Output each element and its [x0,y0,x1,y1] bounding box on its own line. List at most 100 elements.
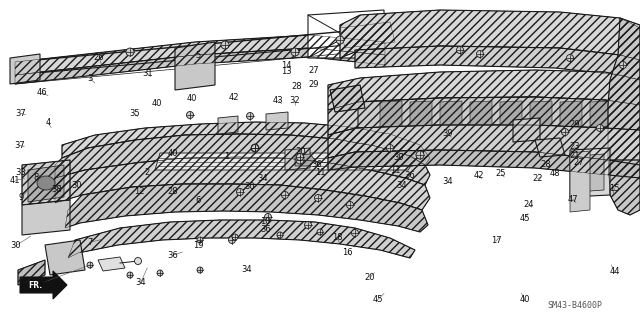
Text: 26: 26 [94,53,104,62]
Circle shape [282,191,289,198]
Polygon shape [15,48,385,84]
Polygon shape [98,257,125,271]
Text: 1: 1 [225,152,230,161]
Text: 11: 11 [315,168,325,177]
Circle shape [237,189,243,196]
Polygon shape [470,101,492,127]
Circle shape [317,229,323,235]
Text: 29: 29 [308,80,319,89]
Text: 28: 28 [540,160,550,169]
Polygon shape [576,154,604,192]
Text: 33: 33 [15,168,26,177]
Circle shape [186,112,193,118]
Circle shape [596,124,604,131]
Circle shape [456,47,463,54]
Text: 36: 36 [168,251,178,260]
Text: 45: 45 [520,214,530,223]
Text: 40: 40 [152,99,162,108]
Text: 45: 45 [372,295,383,304]
Text: 13: 13 [281,67,291,76]
Text: 36: 36 [38,278,49,287]
Circle shape [620,62,627,69]
Text: 47: 47 [568,195,578,204]
Circle shape [157,270,163,276]
Text: 39: 39 [443,130,453,138]
Polygon shape [10,54,40,84]
Text: 22: 22 [532,174,543,183]
Text: 2: 2 [145,168,150,177]
Polygon shape [328,70,640,110]
Polygon shape [330,85,365,112]
Text: 8: 8 [34,173,39,182]
Text: 31: 31 [142,69,152,78]
Text: 11: 11 [390,166,400,175]
Circle shape [251,144,259,152]
Text: 34: 34 [257,174,268,183]
Text: 35: 35 [129,109,140,118]
Text: 10: 10 [260,217,271,226]
Text: FR.: FR. [28,280,42,290]
Circle shape [351,229,358,236]
Text: 34: 34 [136,278,146,287]
Polygon shape [62,122,430,165]
Circle shape [127,272,133,278]
Text: SM43-B4600P: SM43-B4600P [547,300,602,309]
Text: 27: 27 [573,158,584,167]
Text: 32: 32 [289,96,300,105]
Polygon shape [55,134,430,185]
Circle shape [126,48,134,56]
Circle shape [346,202,353,209]
Text: 15: 15 [609,184,620,193]
Text: 40: 40 [187,94,197,103]
Text: 37: 37 [14,141,24,150]
Polygon shape [513,118,540,142]
Polygon shape [155,153,415,170]
Polygon shape [18,260,45,285]
Circle shape [277,232,283,238]
Text: 37: 37 [16,109,26,118]
Text: 43: 43 [273,96,284,105]
Text: 30: 30 [244,182,255,191]
Circle shape [232,234,238,240]
Text: 23: 23 [570,142,580,151]
Text: 18: 18 [332,233,342,242]
Circle shape [296,156,304,164]
Text: 30: 30 [11,241,21,250]
Text: 17: 17 [491,236,501,245]
Text: 44: 44 [609,267,620,276]
Text: 34: 34 [241,265,252,274]
Polygon shape [328,150,640,178]
Text: 40: 40 [168,149,178,158]
Ellipse shape [37,176,55,190]
Text: 46: 46 [37,88,47,97]
Circle shape [221,41,229,49]
Circle shape [228,236,236,243]
Text: 36: 36 [404,171,415,180]
Circle shape [134,257,141,264]
Circle shape [252,145,259,152]
Text: 7: 7 [87,238,92,247]
Polygon shape [22,200,70,235]
Text: 28: 28 [291,82,301,91]
Circle shape [566,55,573,62]
Text: 19: 19 [193,241,204,250]
Circle shape [477,50,483,57]
Text: 29: 29 [570,120,580,129]
Text: 3: 3 [87,74,92,83]
Text: 25: 25 [496,169,506,178]
Polygon shape [535,138,565,157]
Polygon shape [15,35,385,75]
Text: 34: 34 [443,177,453,186]
Circle shape [561,129,568,136]
Polygon shape [530,101,552,127]
Text: 40: 40 [520,295,530,304]
Text: 28: 28 [168,187,178,196]
Polygon shape [340,22,395,48]
Polygon shape [20,271,67,299]
Polygon shape [500,101,522,127]
Text: 14: 14 [281,61,291,70]
Polygon shape [218,116,238,134]
Polygon shape [68,220,415,258]
Text: 6: 6 [196,197,201,205]
Text: 48: 48 [550,169,560,178]
